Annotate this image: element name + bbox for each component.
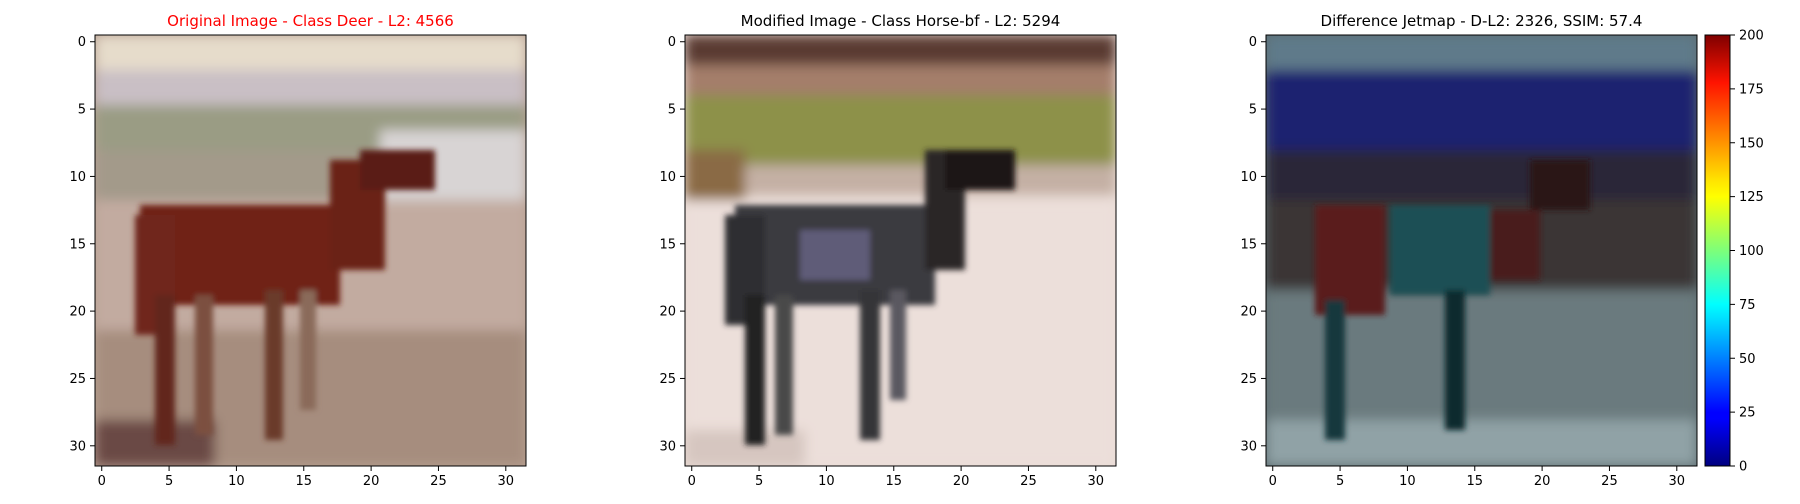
x-tick-label: 15 [1466,474,1483,489]
y-tick-label: 15 [69,237,86,252]
modified-image [685,35,1116,466]
colorbar-ticks: 0 25 50 75 100 125 150 175 200 [1730,29,1764,475]
y-tick-label: 10 [69,170,86,185]
axes-frame-modified [684,34,1117,467]
y-tick-label: 30 [69,439,86,454]
y-tick-label: 30 [1240,439,1257,454]
y-tick-label: 20 [69,305,86,320]
y-tick-label: 15 [659,237,676,252]
colorbar-tick-label: 25 [1739,406,1756,421]
colorbar-tick-label: 0 [1739,460,1747,475]
y-tick-label: 10 [659,170,676,185]
panel-title-original: Original Image - Class Deer - L2: 4566 [167,12,454,30]
x-tick-label: 25 [1020,474,1037,489]
colorbar-tick-label: 75 [1739,298,1756,313]
y-tick-label: 5 [1249,103,1257,118]
x-tick-label: 15 [885,474,902,489]
colorbar-tick-label: 175 [1739,82,1764,97]
colorbar: 0 25 50 75 100 125 150 175 200 [1704,29,1764,475]
colorbar-tick-label: 200 [1739,29,1764,44]
panel-difference: Difference Jetmap - D-L2: 2326, SSIM: 57… [1240,12,1763,489]
colorbar-tick-label: 125 [1739,190,1764,205]
x-tick-label: 5 [755,474,763,489]
ticks-modified: 0 0 5 5 10 10 15 15 20 20 25 25 30 30 [659,35,1104,489]
axes-frame-original [94,34,527,467]
x-tick-label: 25 [1601,474,1618,489]
y-tick-label: 30 [659,439,676,454]
y-tick-label: 25 [659,372,676,387]
colorbar-tick-label: 150 [1739,136,1764,151]
y-tick-label: 25 [69,372,86,387]
panel-title-difference: Difference Jetmap - D-L2: 2326, SSIM: 57… [1321,12,1643,30]
y-tick-label: 0 [78,35,86,50]
original-image [95,35,526,466]
x-tick-label: 20 [363,474,380,489]
x-tick-label: 0 [1269,474,1277,489]
y-tick-label: 15 [1240,237,1257,252]
y-tick-label: 5 [668,103,676,118]
panel-original: Original Image - Class Deer - L2: 4566 [69,12,527,489]
axes-frame-difference [1265,34,1698,467]
x-tick-label: 15 [295,474,312,489]
x-tick-label: 5 [165,474,173,489]
x-tick-label: 25 [430,474,447,489]
colorbar-gradient [1704,34,1731,467]
panel-title-modified: Modified Image - Class Horse-bf - L2: 52… [741,12,1061,30]
x-tick-label: 10 [1399,474,1416,489]
x-tick-label: 30 [1088,474,1105,489]
x-tick-label: 20 [1534,474,1551,489]
y-tick-label: 25 [1240,372,1257,387]
x-tick-label: 5 [1336,474,1344,489]
x-tick-label: 0 [688,474,696,489]
y-tick-label: 10 [1240,170,1257,185]
y-tick-label: 5 [78,103,86,118]
x-tick-label: 10 [228,474,245,489]
colorbar-tick-label: 100 [1739,244,1764,259]
ticks-difference: 0 0 5 5 10 10 15 15 20 20 25 25 30 30 [1240,35,1685,489]
x-tick-label: 10 [818,474,835,489]
y-tick-label: 0 [668,35,676,50]
colorbar-tick-label: 50 [1739,352,1756,367]
y-tick-label: 0 [1249,35,1257,50]
difference-jetmap [1266,35,1697,466]
x-tick-label: 0 [98,474,106,489]
y-tick-label: 20 [1240,305,1257,320]
x-tick-label: 30 [498,474,515,489]
x-tick-label: 20 [953,474,970,489]
y-tick-label: 20 [659,305,676,320]
panel-modified: Modified Image - Class Horse-bf - L2: 52… [659,12,1117,489]
x-tick-label: 30 [1669,474,1686,489]
ticks-original: 0 0 5 5 10 10 15 15 20 20 25 25 30 30 [69,35,514,489]
